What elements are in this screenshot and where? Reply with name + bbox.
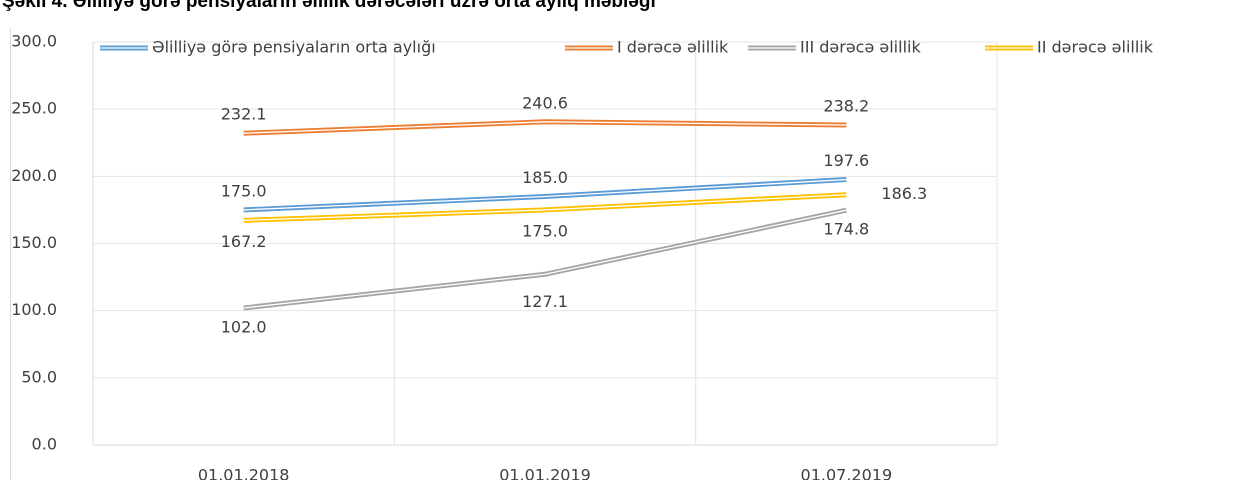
data-label: 186.3 [881, 184, 927, 203]
y-tick-label: 250.0 [11, 99, 57, 118]
y-tick-label: 0.0 [32, 435, 57, 454]
y-tick-label: 150.0 [11, 233, 57, 252]
data-label: 175.0 [522, 221, 568, 240]
data-label: 127.1 [522, 292, 568, 311]
y-tick-label: 200.0 [11, 166, 57, 185]
series-line-inner [243, 194, 847, 222]
y-tick-label: 50.0 [21, 367, 57, 386]
data-label: 167.2 [221, 232, 267, 251]
y-tick-label: 300.0 [11, 32, 57, 51]
series-line-inner [243, 121, 847, 134]
legend-label: Əlilliyə görə pensiyaların orta aylığı [152, 38, 436, 57]
data-label: 174.8 [823, 220, 869, 239]
data-label: 232.1 [221, 105, 267, 124]
data-label: 240.6 [522, 93, 568, 112]
legend-label: III dərəcə əlillik [800, 38, 921, 57]
x-tick-label: 01.01.2018 [198, 466, 290, 480]
legend-label: I dərəcə əlillik [617, 38, 729, 57]
chart-title: Şəkil 4. Əlilliyə görə pensiyaların əlil… [2, 0, 656, 12]
x-tick-label: 01.07.2019 [801, 466, 893, 480]
legend-label: II dərəcə əlillik [1037, 38, 1154, 57]
data-label: 197.6 [823, 151, 869, 170]
data-label: 185.0 [522, 168, 568, 187]
data-label: 175.0 [221, 181, 267, 200]
series-line-inner [243, 209, 847, 309]
data-label: 238.2 [823, 97, 869, 116]
series-line-inner [243, 178, 847, 211]
y-tick-label: 100.0 [11, 300, 57, 319]
data-label: 102.0 [221, 317, 267, 336]
x-tick-label: 01.01.2019 [499, 466, 591, 480]
